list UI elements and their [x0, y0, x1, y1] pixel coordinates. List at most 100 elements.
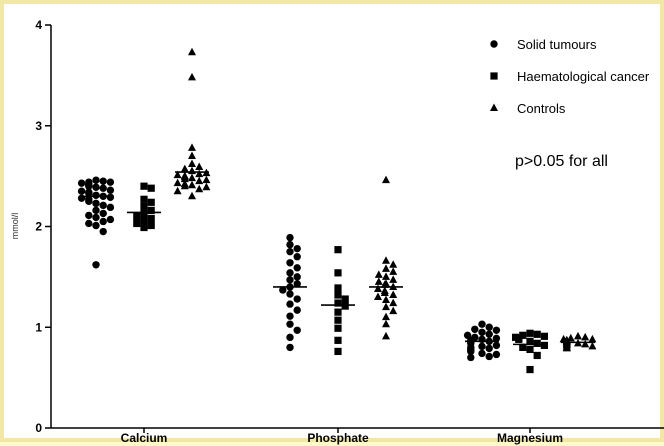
data-point-square [334, 324, 342, 332]
data-point-square [526, 365, 534, 374]
data-point-triangle [195, 176, 204, 185]
data-point-circle [286, 320, 294, 328]
data-point-square [334, 299, 342, 307]
data-point-triangle [188, 173, 196, 182]
data-point-circle [485, 330, 493, 339]
data-point-triangle [188, 72, 196, 81]
data-point-square [140, 223, 148, 232]
significance-annotation: p>0.05 for all [515, 153, 608, 170]
data-point-square [526, 337, 534, 345]
data-point-circle [99, 201, 107, 210]
data-point-circle [99, 177, 107, 185]
data-point-circle [471, 325, 479, 333]
data-point-circle [85, 197, 93, 206]
data-point-triangle [389, 298, 398, 307]
data-point-circle [106, 178, 115, 186]
data-point-square [334, 336, 342, 344]
data-point-circle [85, 189, 93, 197]
data-point-circle [85, 211, 93, 220]
legend-label: Haematological cancer [517, 69, 650, 84]
data-point-square [341, 295, 349, 303]
data-marks [77, 47, 597, 374]
data-point-circle [286, 333, 294, 342]
data-point-triangle [374, 292, 382, 301]
data-point-circle [286, 269, 294, 277]
data-point-triangle [562, 343, 571, 352]
data-point-square [533, 330, 541, 338]
data-point-square [540, 332, 548, 340]
data-point-square [515, 335, 523, 343]
data-point-circle [106, 193, 115, 201]
data-point-circle [92, 221, 100, 230]
data-point-triangle [382, 331, 390, 340]
data-point-circle [293, 326, 301, 334]
data-point-circle [279, 286, 287, 294]
data-point-square [140, 182, 148, 190]
data-point-circle [99, 217, 107, 226]
data-point-circle [492, 334, 501, 343]
data-point-circle [92, 213, 100, 222]
data-point-circle [485, 344, 493, 353]
data-point-circle [286, 276, 294, 284]
y-tick-label: 0 [35, 421, 42, 435]
data-point-circle [286, 259, 294, 267]
y-tick-label: 3 [35, 119, 42, 133]
data-point-square [341, 302, 349, 310]
data-point-triangle [389, 267, 398, 275]
data-point-triangle [202, 182, 211, 191]
data-point-circle [92, 199, 100, 208]
data-point-triangle [188, 191, 196, 200]
data-point-triangle [195, 169, 204, 178]
data-point-circle [99, 209, 107, 218]
data-point-circle [293, 295, 301, 303]
data-point-circle [485, 323, 493, 331]
data-point-triangle [382, 256, 390, 264]
data-point-square [334, 316, 342, 324]
data-point-triangle [374, 277, 383, 285]
data-point-triangle [195, 184, 204, 193]
data-point-circle [293, 306, 301, 314]
data-point-circle [77, 179, 86, 187]
data-point-triangle [389, 260, 398, 268]
data-point-triangle [382, 302, 390, 311]
data-point-circle [92, 183, 100, 191]
data-point-triangle [380, 288, 389, 296]
data-point-triangle [380, 280, 389, 288]
data-point-circle [293, 244, 301, 253]
legend-label: Controls [517, 101, 566, 116]
data-point-square [519, 331, 527, 339]
data-point-circle [286, 312, 294, 320]
data-point-triangle [188, 143, 196, 151]
data-point-circle [85, 219, 93, 228]
data-point-square [526, 345, 534, 354]
data-point-circle [286, 290, 294, 298]
data-point-triangle [180, 174, 189, 183]
y-tick-label: 2 [35, 220, 42, 234]
data-point-circle [92, 206, 100, 215]
data-point-square [140, 209, 148, 218]
data-point-circle [492, 350, 501, 359]
legend-marker-square [490, 72, 498, 80]
data-point-triangle [173, 178, 182, 187]
data-point-square [334, 269, 342, 277]
data-point-circle [106, 186, 115, 194]
data-point-circle [99, 184, 107, 192]
data-point-circle [286, 343, 294, 352]
data-point-square [540, 341, 548, 349]
data-point-circle [77, 187, 86, 195]
data-point-circle [467, 353, 475, 362]
data-point-triangle [173, 170, 182, 179]
data-point-square [140, 202, 148, 210]
data-point-triangle [195, 162, 204, 171]
data-point-triangle [382, 175, 390, 184]
data-point-triangle [389, 275, 398, 283]
x-category-label: Phosphate [307, 431, 369, 445]
data-point-circle [467, 347, 475, 356]
data-point-square [334, 347, 342, 356]
legend: Solid tumours Haematological cancer Contro… [490, 37, 650, 116]
data-point-square [147, 184, 155, 192]
data-point-circle [106, 215, 115, 224]
data-point-triangle [382, 272, 390, 280]
data-point-triangle [173, 186, 182, 195]
